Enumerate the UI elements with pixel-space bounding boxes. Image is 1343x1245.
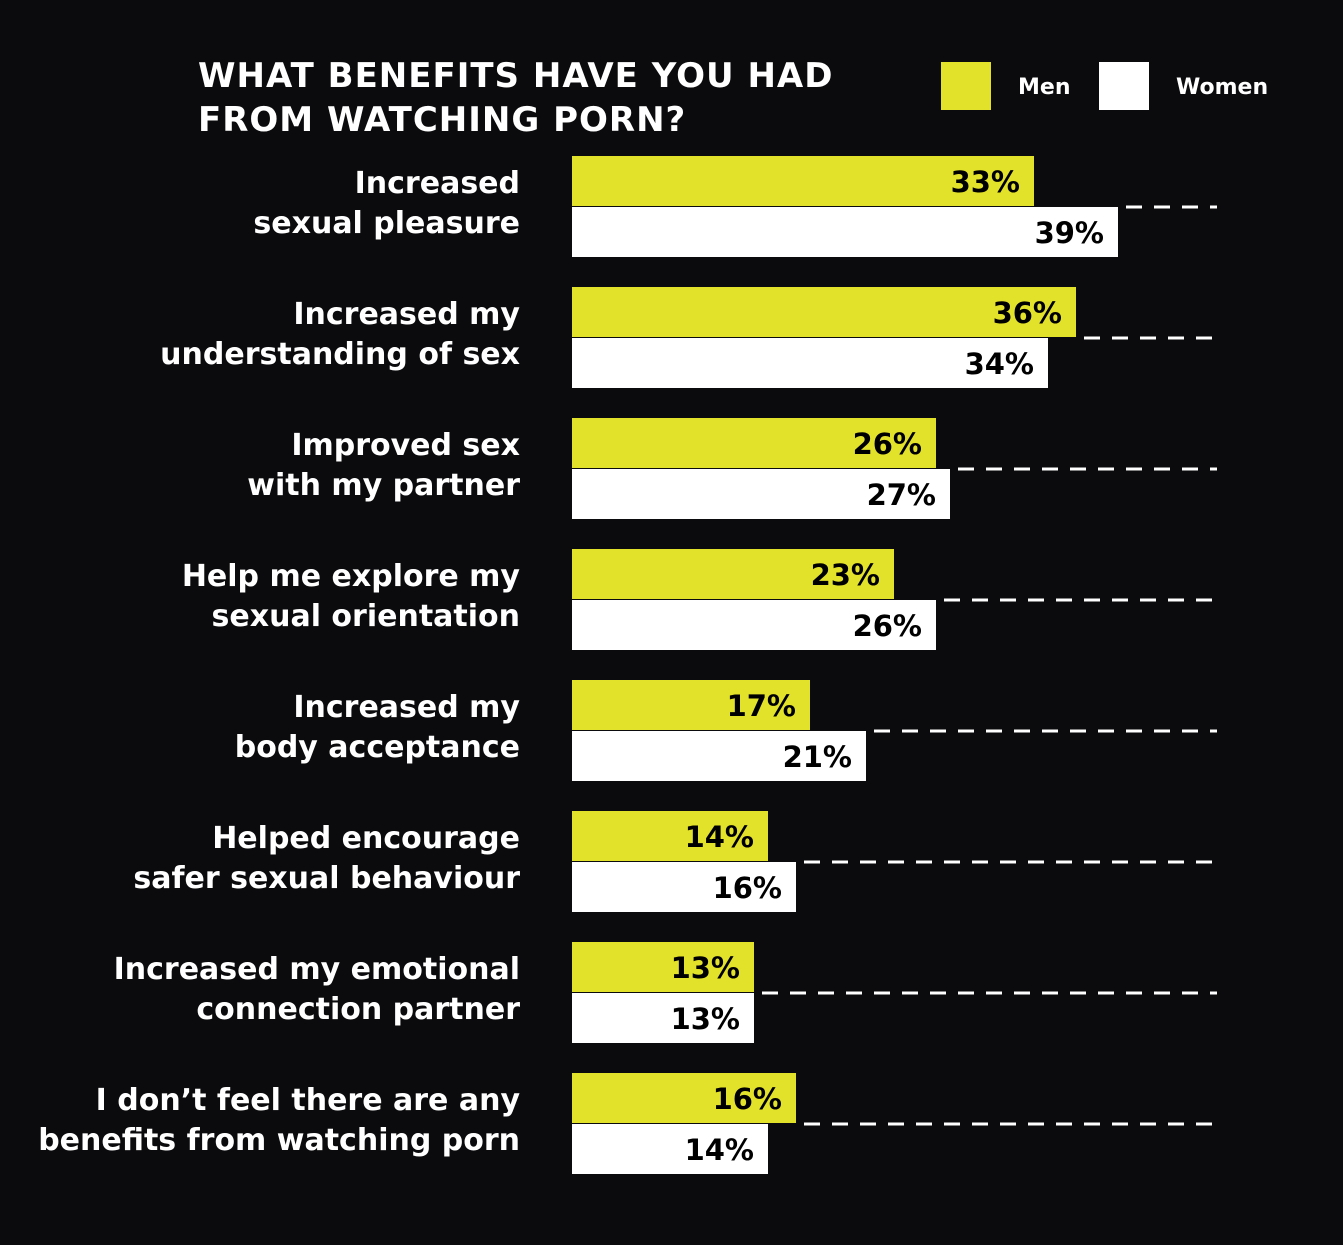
value-label: 17% — [727, 689, 796, 723]
bar — [572, 942, 754, 992]
bar — [572, 1124, 768, 1174]
legend-swatch — [1099, 62, 1149, 110]
bar — [572, 156, 1034, 206]
value-label: 23% — [811, 558, 880, 592]
bar — [572, 469, 950, 519]
legend-label: Women — [1176, 75, 1268, 100]
bar — [572, 600, 936, 650]
value-label: 16% — [713, 1082, 782, 1116]
value-label: 34% — [965, 347, 1034, 381]
bar — [572, 338, 1048, 388]
category-label: Increased my body acceptance — [234, 690, 520, 765]
bar — [572, 549, 894, 599]
bar — [572, 1073, 796, 1123]
value-label: 13% — [671, 951, 740, 985]
legend-label: Men — [1018, 75, 1070, 100]
value-label: 39% — [1035, 216, 1104, 250]
value-label: 16% — [713, 871, 782, 905]
chart-title: WHAT BENEFITS HAVE YOU HAD FROM WATCHING… — [198, 56, 834, 140]
value-label: 27% — [867, 478, 936, 512]
bar — [572, 811, 768, 861]
legend-swatch — [941, 62, 991, 110]
category-label: Increased sexual pleasure — [253, 166, 520, 241]
value-label: 36% — [993, 296, 1062, 330]
value-label: 14% — [685, 820, 754, 854]
value-label: 13% — [671, 1002, 740, 1036]
value-label: 33% — [951, 165, 1020, 199]
bar — [572, 993, 754, 1043]
bar — [572, 862, 796, 912]
bar — [572, 731, 866, 781]
category-label: Helped encourage safer sexual behaviour — [133, 821, 520, 896]
value-label: 21% — [783, 740, 852, 774]
value-label: 26% — [853, 427, 922, 461]
bar — [572, 680, 810, 730]
category-label: Improved sex with my partner — [247, 428, 520, 503]
value-label: 26% — [853, 609, 922, 643]
category-label: I don’t feel there are any benefits from… — [38, 1083, 520, 1158]
value-label: 14% — [685, 1133, 754, 1167]
bar — [572, 207, 1118, 257]
category-label: Help me explore my sexual orientation — [181, 559, 520, 634]
bar — [572, 418, 936, 468]
category-label: Increased my emotional connection partne… — [113, 952, 520, 1027]
category-label: Increased my understanding of sex — [160, 297, 520, 372]
bar — [572, 287, 1076, 337]
